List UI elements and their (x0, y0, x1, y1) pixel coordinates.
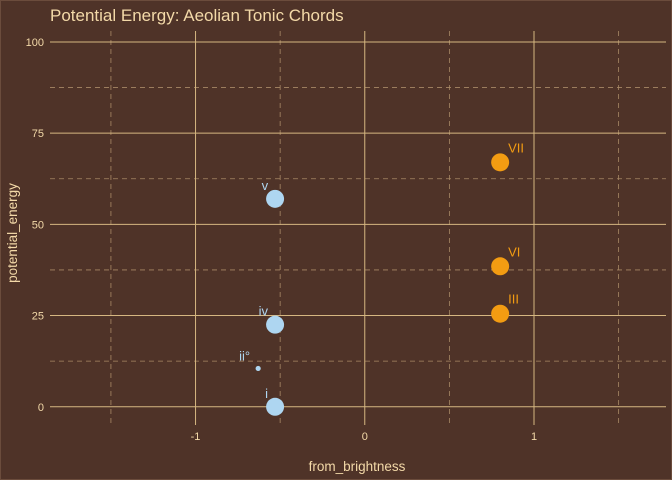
data-point (491, 304, 510, 323)
data-point (266, 189, 285, 208)
x-tick-label: -1 (191, 431, 201, 443)
point-label: VI (508, 244, 520, 259)
data-point (266, 315, 285, 334)
y-tick-label: 75 (32, 128, 44, 140)
y-tick-label: 0 (38, 402, 44, 414)
y-axis-title: potential_energy (5, 183, 20, 283)
point-label: III (508, 292, 519, 307)
x-tick-label: 0 (362, 431, 368, 443)
x-tick-label: 1 (531, 431, 537, 443)
point-label: i (265, 386, 268, 401)
point-label: iv (259, 304, 269, 319)
tick-labels: -1 0 1 0 25 50 75 100 (26, 37, 537, 443)
point-label: v (262, 178, 269, 193)
data-point (491, 257, 510, 276)
x-axis-title: from_brightness (309, 459, 406, 474)
data-point (491, 153, 510, 172)
point-label: VII (508, 140, 524, 155)
chart-title: Potential Energy: Aeolian Tonic Chords (50, 6, 344, 25)
data-point (255, 365, 261, 372)
y-tick-label: 100 (26, 37, 44, 49)
point-label: ii° (239, 348, 250, 363)
data-point (266, 397, 285, 416)
data-points: i ii° iv v III VI VII (239, 140, 524, 416)
y-tick-label: 50 (32, 219, 44, 231)
grid-layer (50, 31, 666, 425)
y-tick-label: 25 (32, 311, 44, 323)
